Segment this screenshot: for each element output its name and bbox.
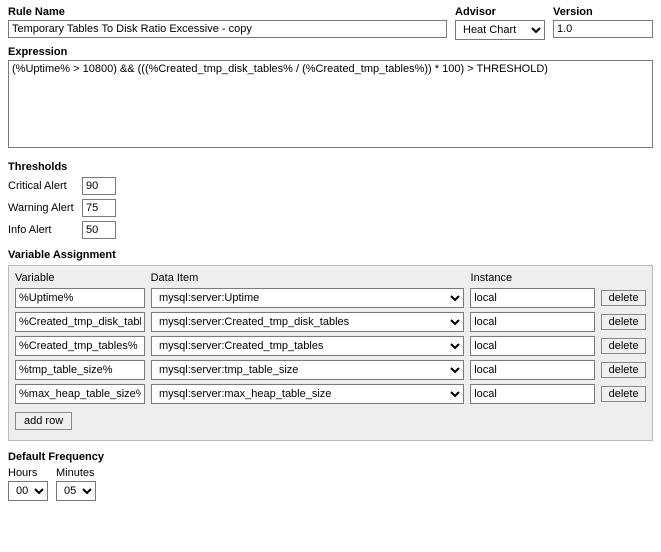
info-alert-input[interactable] bbox=[82, 221, 116, 239]
variable-assignment-panel: Variable Data Item Instance mysql:server… bbox=[8, 265, 653, 441]
variable-row: mysql:server:Created_tmp_disk_tables dele… bbox=[15, 312, 646, 332]
default-frequency-title: Default Frequency bbox=[8, 451, 653, 463]
delete-button[interactable]: delete bbox=[601, 338, 646, 354]
version-label: Version bbox=[553, 6, 653, 18]
va-header-data-item: Data Item bbox=[151, 272, 465, 284]
advisor-label: Advisor bbox=[455, 6, 545, 18]
data-item-select[interactable]: mysql:server:max_heap_table_size bbox=[151, 384, 464, 404]
delete-button[interactable]: delete bbox=[601, 386, 646, 402]
add-row-button[interactable]: add row bbox=[15, 412, 72, 430]
data-item-select[interactable]: mysql:server:Created_tmp_disk_tables bbox=[151, 312, 464, 332]
warning-alert-label: Warning Alert bbox=[8, 202, 78, 214]
critical-alert-input[interactable] bbox=[82, 177, 116, 195]
instance-input[interactable] bbox=[470, 312, 595, 332]
variable-assignment-title: Variable Assignment bbox=[8, 249, 653, 261]
expression-textarea[interactable]: (%Uptime% > 10800) && (((%Created_tmp_di… bbox=[8, 60, 653, 148]
va-header-variable: Variable bbox=[15, 272, 145, 284]
instance-input[interactable] bbox=[470, 288, 595, 308]
variable-row: mysql:server:max_heap_table_size delete bbox=[15, 384, 646, 404]
instance-input[interactable] bbox=[470, 384, 595, 404]
thresholds-title: Thresholds bbox=[8, 161, 653, 173]
critical-alert-label: Critical Alert bbox=[8, 180, 78, 192]
variable-row: mysql:server:tmp_table_size delete bbox=[15, 360, 646, 380]
variable-input[interactable] bbox=[15, 384, 145, 404]
variable-input[interactable] bbox=[15, 360, 145, 380]
variable-input[interactable] bbox=[15, 288, 145, 308]
rule-name-input[interactable] bbox=[8, 20, 447, 38]
hours-select[interactable]: 00 bbox=[8, 481, 48, 501]
delete-button[interactable]: delete bbox=[601, 290, 646, 306]
delete-button[interactable]: delete bbox=[601, 314, 646, 330]
rule-name-label: Rule Name bbox=[8, 6, 447, 18]
instance-input[interactable] bbox=[470, 336, 595, 356]
variable-row: mysql:server:Created_tmp_tables delete bbox=[15, 336, 646, 356]
data-item-select[interactable]: mysql:server:Created_tmp_tables bbox=[151, 336, 464, 356]
variable-input[interactable] bbox=[15, 336, 145, 356]
minutes-select[interactable]: 05 bbox=[56, 481, 96, 501]
info-alert-label: Info Alert bbox=[8, 224, 78, 236]
instance-input[interactable] bbox=[470, 360, 595, 380]
variable-input[interactable] bbox=[15, 312, 145, 332]
va-header-instance: Instance bbox=[471, 272, 596, 284]
warning-alert-input[interactable] bbox=[82, 199, 116, 217]
data-item-select[interactable]: mysql:server:tmp_table_size bbox=[151, 360, 464, 380]
data-item-select[interactable]: mysql:server:Uptime bbox=[151, 288, 464, 308]
delete-button[interactable]: delete bbox=[601, 362, 646, 378]
variable-row: mysql:server:Uptime delete bbox=[15, 288, 646, 308]
hours-label: Hours bbox=[8, 467, 48, 479]
minutes-label: Minutes bbox=[56, 467, 96, 479]
version-input[interactable] bbox=[553, 20, 653, 38]
expression-label: Expression bbox=[8, 46, 653, 58]
advisor-select[interactable]: Heat Chart bbox=[455, 20, 545, 40]
